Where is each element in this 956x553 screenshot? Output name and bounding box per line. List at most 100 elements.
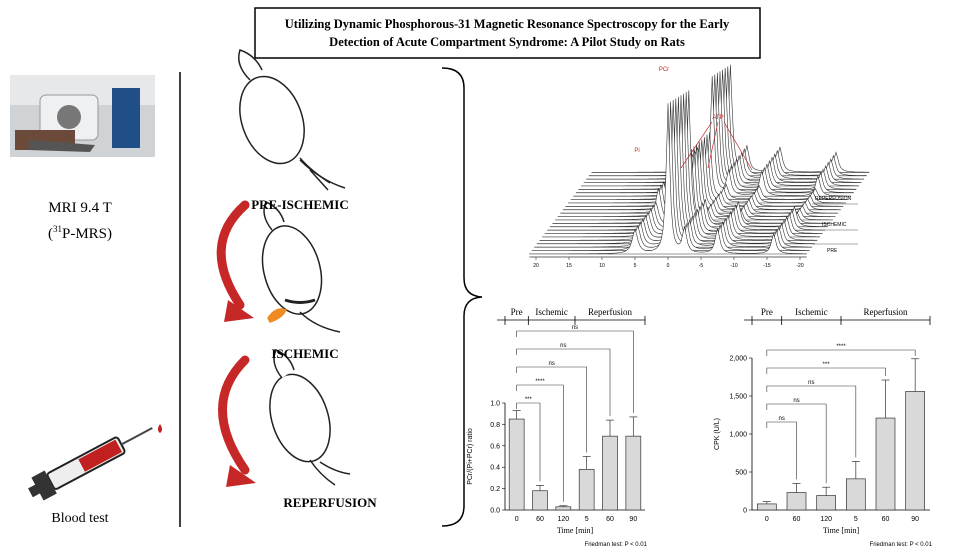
footnote: Friedman test: P < 0.01 xyxy=(870,542,933,548)
x-tick-label: 60 xyxy=(606,516,614,523)
x-tick-label: 90 xyxy=(911,516,919,523)
blood-label: Blood test xyxy=(51,511,108,526)
x-tick-label: 15 xyxy=(566,263,572,269)
charts: 0.0 0.2 0.4 0.6 0.8 1.0 PCr/(Pi+PCr) ratio 0 60 1… xyxy=(467,307,933,548)
condition-label: REPERFUSION xyxy=(815,196,852,202)
x-axis-title: Time [min] xyxy=(823,526,860,535)
bar xyxy=(787,493,806,510)
y-tick-label: 1,000 xyxy=(729,432,747,439)
significance-bracket xyxy=(767,422,797,479)
graphical-abstract: Utilizing Dynamic Phosphorous-31 Magneti… xyxy=(0,0,956,553)
stage-label: REPERFUSION xyxy=(283,495,377,510)
y-tick-label: 0.6 xyxy=(490,443,500,450)
y-tick-label: 500 xyxy=(735,470,747,477)
y-tick-label: 0.2 xyxy=(490,486,500,493)
flow-arrow xyxy=(221,205,245,470)
y-tick-label: 2,000 xyxy=(729,356,747,363)
peak-label: Pi xyxy=(634,148,639,154)
significance-label: ns xyxy=(808,380,814,386)
bar xyxy=(533,491,548,510)
significance-bracket xyxy=(517,367,587,453)
peak-label: PCr xyxy=(659,67,669,73)
condition-label: ISCHEMIC xyxy=(822,222,847,228)
y-tick-label: 0 xyxy=(743,508,747,515)
x-tick-label: 60 xyxy=(882,516,890,523)
phase-label: Pre xyxy=(511,307,523,317)
x-tick-label: 60 xyxy=(793,516,801,523)
y-axis-title: CPK (U/L) xyxy=(714,418,721,450)
title-line: Detection of Acute Compartment Syndrome:… xyxy=(329,35,685,49)
brace xyxy=(442,68,482,526)
bar xyxy=(846,479,865,510)
bar xyxy=(757,504,776,510)
x-tick-label: 0 xyxy=(667,263,670,269)
spectrum: 20 15 10 5 0 -5 -10 -15 -20 xyxy=(529,65,869,269)
significance-label: ns xyxy=(778,416,784,422)
x-tick-label: -20 xyxy=(796,263,803,269)
rat-illustration xyxy=(259,350,350,485)
x-tick-label: 5 xyxy=(854,516,858,523)
superscript: 31 xyxy=(53,224,62,234)
significance-label: **** xyxy=(535,379,545,385)
footnote: Friedman test: P < 0.01 xyxy=(585,542,648,548)
stage-label: ISCHEMIC xyxy=(271,346,338,361)
significance-label: ns xyxy=(560,343,566,349)
x-tick-label: 20 xyxy=(533,263,539,269)
bar xyxy=(579,469,594,510)
y-tick-label: 0.8 xyxy=(490,422,500,429)
significance-label: **** xyxy=(836,344,846,350)
x-tick-label: -10 xyxy=(730,263,737,269)
blood-drop xyxy=(158,424,162,433)
y-axis-title: PCr/(Pi+PCr) ratio xyxy=(467,428,474,485)
stage-label: PRE-ISCHEMIC xyxy=(251,197,349,212)
page: Utilizing Dynamic Phosphorous-31 Magneti… xyxy=(0,0,956,553)
x-tick-label: 120 xyxy=(820,516,832,523)
title-line: Utilizing Dynamic Phosphorous-31 Magneti… xyxy=(285,17,730,31)
significance-bracket xyxy=(767,350,915,356)
x-tick-label: 0 xyxy=(515,516,519,523)
mri-technique: (31P-MRS) xyxy=(48,224,112,242)
significance-label: *** xyxy=(525,397,533,403)
x-tick-label: 10 xyxy=(599,263,605,269)
peak-label: ATP xyxy=(712,115,723,121)
x-axis-title: Time [min] xyxy=(557,526,594,535)
rat-illustration xyxy=(253,202,340,332)
x-tick-label: -15 xyxy=(763,263,770,269)
x-tick-label: -5 xyxy=(699,263,704,269)
phase-label: Pre xyxy=(761,307,773,317)
significance-bracket xyxy=(517,331,634,413)
phase-label: Ischemic xyxy=(535,307,567,317)
significance-label: ns xyxy=(793,398,799,404)
text-part: P-MRS) xyxy=(62,226,112,242)
phase-label: Reperfusion xyxy=(864,307,908,317)
mri-label: MRI 9.4 T xyxy=(48,200,111,216)
significance-bracket xyxy=(767,368,886,376)
bar xyxy=(626,436,641,510)
x-tick-label: 0 xyxy=(765,516,769,523)
y-tick-label: 0.4 xyxy=(490,465,500,472)
significance-label: *** xyxy=(823,362,831,368)
y-tick-label: 1.0 xyxy=(490,401,500,408)
x-tick-label: 60 xyxy=(536,516,544,523)
x-tick-label: 5 xyxy=(585,516,589,523)
significance-label: ns xyxy=(548,361,554,367)
condition-label: PRE xyxy=(827,248,838,254)
x-tick-label: 90 xyxy=(629,516,637,523)
title-box xyxy=(255,8,760,58)
x-tick-label: 120 xyxy=(557,516,569,523)
y-tick-label: 1,500 xyxy=(729,394,747,401)
bar xyxy=(817,496,836,510)
x-tick-label: 5 xyxy=(634,263,637,269)
mri-photo xyxy=(10,75,155,157)
rat-illustration xyxy=(228,50,345,190)
bar xyxy=(556,507,571,510)
bar xyxy=(603,436,618,510)
y-tick-label: 0.0 xyxy=(490,508,500,515)
significance-label: ns xyxy=(572,325,578,331)
bar xyxy=(906,391,925,510)
bar xyxy=(509,419,524,510)
bar xyxy=(876,418,895,510)
phase-label: Ischemic xyxy=(795,307,827,317)
phase-label: Reperfusion xyxy=(588,307,632,317)
syringe-icon xyxy=(24,417,158,505)
